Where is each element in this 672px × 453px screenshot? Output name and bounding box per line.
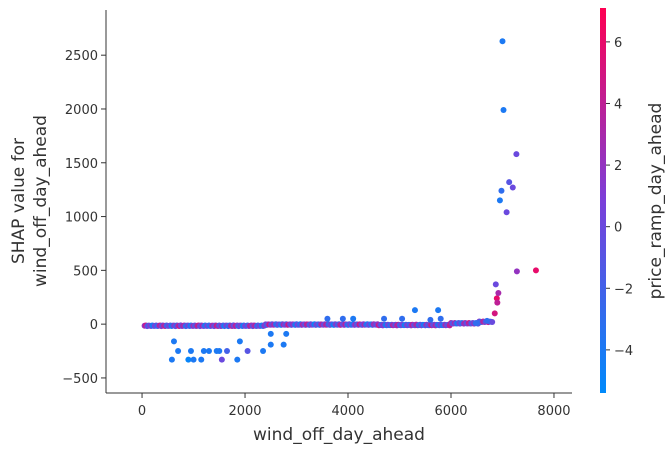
scatter-point <box>435 307 442 314</box>
scatter-point <box>244 348 251 355</box>
y-tick-label: 500 <box>73 264 98 279</box>
scatter-point <box>205 348 212 355</box>
scatter-point <box>236 338 243 345</box>
colorbar-ticks: −4 −2 0 2 4 6 <box>606 36 633 359</box>
colorbar-tick-label: 6 <box>614 36 622 51</box>
scatter-points <box>168 38 539 363</box>
scatter-point <box>175 348 182 355</box>
x-tick-label: 6000 <box>434 404 467 419</box>
x-tick-label: 4000 <box>331 404 364 419</box>
scatter-point <box>532 267 539 274</box>
scatter-point <box>234 356 241 363</box>
scatter-point <box>280 341 287 348</box>
scatter-point <box>185 356 192 363</box>
scatter-point <box>492 281 499 288</box>
scatter-point <box>411 307 418 314</box>
scatter-point <box>260 348 267 355</box>
scatter-point <box>170 338 177 345</box>
scatter-point <box>399 315 406 322</box>
scatter-point <box>509 184 516 191</box>
scatter-point <box>339 315 346 322</box>
scatter-point <box>216 348 223 355</box>
x-tick-label: 0 <box>138 404 146 419</box>
x-ticks: 0 2000 4000 6000 8000 <box>138 393 571 419</box>
x-axis-label: wind_off_day_ahead <box>253 425 425 445</box>
colorbar-tick-label: −2 <box>614 282 633 297</box>
y-tick-label: 2500 <box>65 49 98 64</box>
colorbar-tick-label: 0 <box>614 221 622 236</box>
scatter-point <box>473 320 480 327</box>
scatter-point <box>283 330 290 337</box>
scatter-point <box>427 316 434 323</box>
scatter-point <box>498 187 505 194</box>
scatter-point <box>168 356 175 363</box>
y-tick-label: −500 <box>62 372 98 387</box>
x-tick-label: 2000 <box>228 404 261 419</box>
colorbar <box>600 8 606 393</box>
scatter-point <box>267 330 274 337</box>
band-points <box>141 318 496 330</box>
x-tick-label: 8000 <box>537 404 570 419</box>
scatter-point <box>500 107 507 114</box>
scatter-point <box>513 268 520 275</box>
scatter-point <box>503 209 510 216</box>
scatter-point <box>496 197 503 204</box>
scatter-point <box>484 317 491 324</box>
y-tick-label: 1000 <box>65 211 98 226</box>
y-ticks: −500 0 500 1000 1500 2000 2500 <box>62 49 106 387</box>
y-tick-label: 1500 <box>65 157 98 172</box>
scatter-point <box>495 289 502 296</box>
scatter-point <box>224 348 231 355</box>
scatter-point <box>494 299 501 306</box>
colorbar-tick-label: 2 <box>614 159 622 174</box>
scatter-point <box>198 356 205 363</box>
y-axis-label-line-2: wind_off_day_ahead <box>31 115 51 287</box>
scatter-point <box>499 38 506 45</box>
band-point <box>489 319 496 326</box>
scatter-point <box>218 356 225 363</box>
scatter-point <box>506 179 513 186</box>
colorbar-tick-label: −4 <box>614 344 633 359</box>
scatter-point <box>187 348 194 355</box>
scatter-point <box>324 315 331 322</box>
colorbar-tick-label: 4 <box>614 97 622 112</box>
scatter-point <box>350 315 357 322</box>
scatter-point <box>491 310 498 317</box>
scatter-point <box>200 348 207 355</box>
y-tick-label: 2000 <box>65 103 98 118</box>
scatter-point <box>190 356 197 363</box>
colorbar-label: price_ramp_day_ahead <box>646 103 666 300</box>
scatter-point <box>513 151 520 158</box>
scatter-point <box>437 315 444 322</box>
y-axis-label-line-1: SHAP value for <box>9 138 29 264</box>
scatter-point <box>267 341 274 348</box>
scatter-point <box>381 315 388 322</box>
y-tick-label: 0 <box>90 318 98 333</box>
